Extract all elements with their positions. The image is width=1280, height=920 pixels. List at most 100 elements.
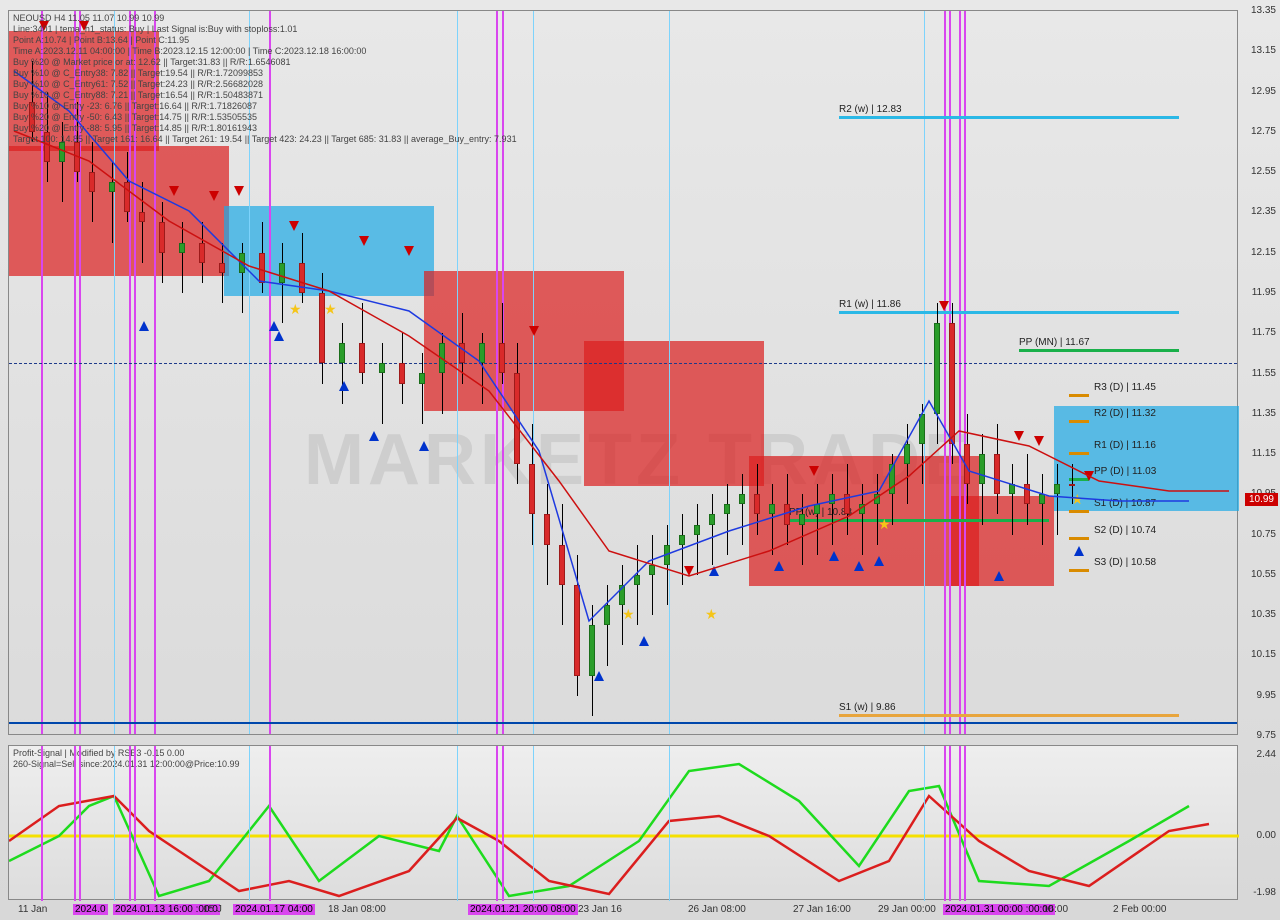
vline-cyan bbox=[924, 746, 925, 901]
arrow-down-icon bbox=[209, 191, 219, 201]
vline-magenta bbox=[502, 746, 504, 901]
info-line-8: Buy %20 @ Entry -50: 6.43 || Target:14.7… bbox=[13, 112, 517, 123]
arrow-up-icon bbox=[854, 561, 864, 571]
x-tick: 15 J bbox=[203, 904, 222, 915]
candle bbox=[1039, 474, 1045, 544]
y-tick: 13.35 bbox=[1251, 5, 1276, 16]
ind-hdr-1: 260-Signal=Sell since:2024.01.31 12:00:0… bbox=[13, 759, 240, 770]
vline-cyan bbox=[249, 746, 250, 901]
x-tick: 11 Jan bbox=[18, 904, 47, 915]
y-tick: 12.75 bbox=[1251, 126, 1276, 137]
info-line-3: Buy %20 @ Market price or at: 12.62 || T… bbox=[13, 57, 517, 68]
candle bbox=[664, 525, 670, 606]
pivot-line bbox=[1069, 394, 1089, 397]
candle bbox=[994, 424, 1000, 515]
x-tick: 2024.01.21 20:00 08:00 bbox=[468, 904, 578, 915]
vline-cyan bbox=[114, 746, 115, 901]
candle bbox=[544, 484, 550, 585]
x-axis: 11 Jan2024.02024.01.13 16:00 :00:015 J20… bbox=[8, 904, 1238, 918]
arrow-down-icon bbox=[1084, 471, 1094, 481]
x-tick: 27 Jan 16:00 bbox=[793, 904, 851, 915]
candle bbox=[649, 535, 655, 616]
info-line-7: Buy %10 @ Entry -23: 6.76 || Target:16.6… bbox=[13, 101, 517, 112]
candle bbox=[769, 484, 775, 554]
x-tick: 29 Jan 00:00 bbox=[878, 904, 936, 915]
arrow-up-icon bbox=[994, 571, 1004, 581]
candle bbox=[514, 343, 520, 484]
candle bbox=[529, 424, 535, 545]
arrow-down-icon bbox=[289, 221, 299, 231]
candle bbox=[359, 303, 365, 384]
candle bbox=[829, 474, 835, 544]
vline-magenta bbox=[129, 746, 131, 901]
pivot-label: S1 (w) | 9.86 bbox=[839, 702, 896, 713]
main-price-chart[interactable]: R2 (w) | 12.83 R1 (w) | 11.86 PP (MN) | 11… bbox=[8, 10, 1238, 735]
info-line-4: Buy %10 @ C_Entry38: 7.82 || Target:19.5… bbox=[13, 68, 517, 79]
ind-y-0: 2.44 bbox=[1257, 749, 1276, 760]
candle bbox=[124, 152, 130, 222]
info-line-6: Buy %10 @ C_Entry88: 7.21 || Target:16.5… bbox=[13, 90, 517, 101]
chart-info-overlay: NEOUSD H4 11.05 11.07 10.99 10.99 Line:3… bbox=[13, 13, 517, 145]
y-tick: 11.15 bbox=[1252, 448, 1276, 459]
pivot-line bbox=[1069, 537, 1089, 540]
pivot-label: PP (MN) | 11.67 bbox=[1019, 337, 1090, 348]
candle bbox=[279, 243, 285, 324]
candle bbox=[299, 233, 305, 303]
candle bbox=[604, 585, 610, 666]
pivot-line bbox=[1069, 569, 1089, 572]
arrow-up-icon bbox=[339, 381, 349, 391]
candle bbox=[1054, 464, 1060, 534]
candle bbox=[499, 303, 505, 384]
y-tick: 11.75 bbox=[1252, 327, 1276, 338]
vline-magenta bbox=[41, 746, 43, 901]
pivot-label: R1 (D) | 11.16 bbox=[1094, 440, 1156, 451]
arrow-down-icon bbox=[359, 236, 369, 246]
vline-cyan bbox=[669, 11, 670, 734]
candle bbox=[1009, 464, 1015, 534]
x-tick: 18 Jan 08:00 bbox=[328, 904, 386, 915]
candle bbox=[319, 273, 325, 384]
arrow-up-icon bbox=[1074, 546, 1084, 556]
candle bbox=[889, 454, 895, 524]
signal-green bbox=[9, 764, 1189, 896]
info-line-10: Target 100: 14.85 || Target 161: 16.64 |… bbox=[13, 134, 517, 145]
indicator-y-axis: 2.44 0.00 -1.98 bbox=[1238, 745, 1278, 900]
arrow-up-icon bbox=[369, 431, 379, 441]
candle bbox=[964, 414, 970, 505]
current-price-tag: 10.99 bbox=[1245, 493, 1278, 506]
vline-magenta bbox=[269, 746, 271, 901]
pivot-label: R1 (w) | 11.86 bbox=[839, 299, 901, 310]
arrow-up-icon bbox=[829, 551, 839, 561]
info-line-0: Line:3401 | tema_h1_status: Buy | Last S… bbox=[13, 24, 517, 35]
y-tick: 9.95 bbox=[1257, 690, 1276, 701]
y-tick: 11.55 bbox=[1252, 368, 1276, 379]
candle bbox=[239, 243, 245, 313]
y-tick: 10.35 bbox=[1251, 609, 1276, 620]
candle bbox=[919, 404, 925, 485]
candle bbox=[479, 333, 485, 403]
arrow-down-icon bbox=[234, 186, 244, 196]
arrow-down-icon bbox=[1034, 436, 1044, 446]
ichimoku-cloud-blue bbox=[224, 206, 434, 296]
pivot-label: R2 (D) | 11.32 bbox=[1094, 408, 1156, 419]
candle bbox=[844, 464, 850, 534]
candle bbox=[784, 474, 790, 544]
pivot-line bbox=[839, 116, 1179, 119]
x-tick: 23 Jan 16 bbox=[578, 904, 622, 915]
pivot-label: S2 (D) | 10.74 bbox=[1094, 525, 1156, 536]
vline-magenta bbox=[944, 11, 946, 734]
y-tick: 10.55 bbox=[1251, 569, 1276, 580]
x-tick: 2024.01.31 00:00 :00:00 bbox=[943, 904, 1055, 915]
candle bbox=[379, 343, 385, 424]
candle bbox=[439, 333, 445, 414]
indicator-panel[interactable]: Profit-Signal | Modified by RSB3 -0.15 0… bbox=[8, 745, 1238, 900]
candle bbox=[259, 222, 265, 292]
arrow-down-icon bbox=[684, 566, 694, 576]
x-tick: 2024.01.17 04:00 bbox=[233, 904, 315, 915]
candle bbox=[754, 464, 760, 534]
hline-dashed-blue bbox=[9, 363, 1237, 364]
candle bbox=[859, 484, 865, 554]
arrow-up-icon bbox=[874, 556, 884, 566]
pivot-label: R2 (w) | 12.83 bbox=[839, 104, 902, 115]
candle bbox=[694, 504, 700, 574]
